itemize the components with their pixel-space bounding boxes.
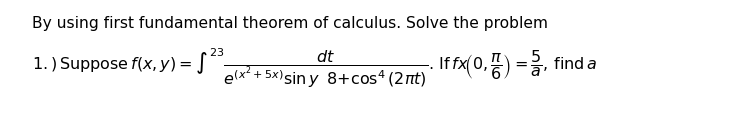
Text: By using first fundamental theorem of calculus. Solve the problem: By using first fundamental theorem of ca… — [32, 16, 548, 31]
Text: $\mathregular{1.)\,Suppose\,}f(x,y)=\int^{23}\dfrac{\quad\quad\quad dt\quad\quad: $\mathregular{1.)\,Suppose\,}f(x,y)=\int… — [32, 47, 597, 90]
